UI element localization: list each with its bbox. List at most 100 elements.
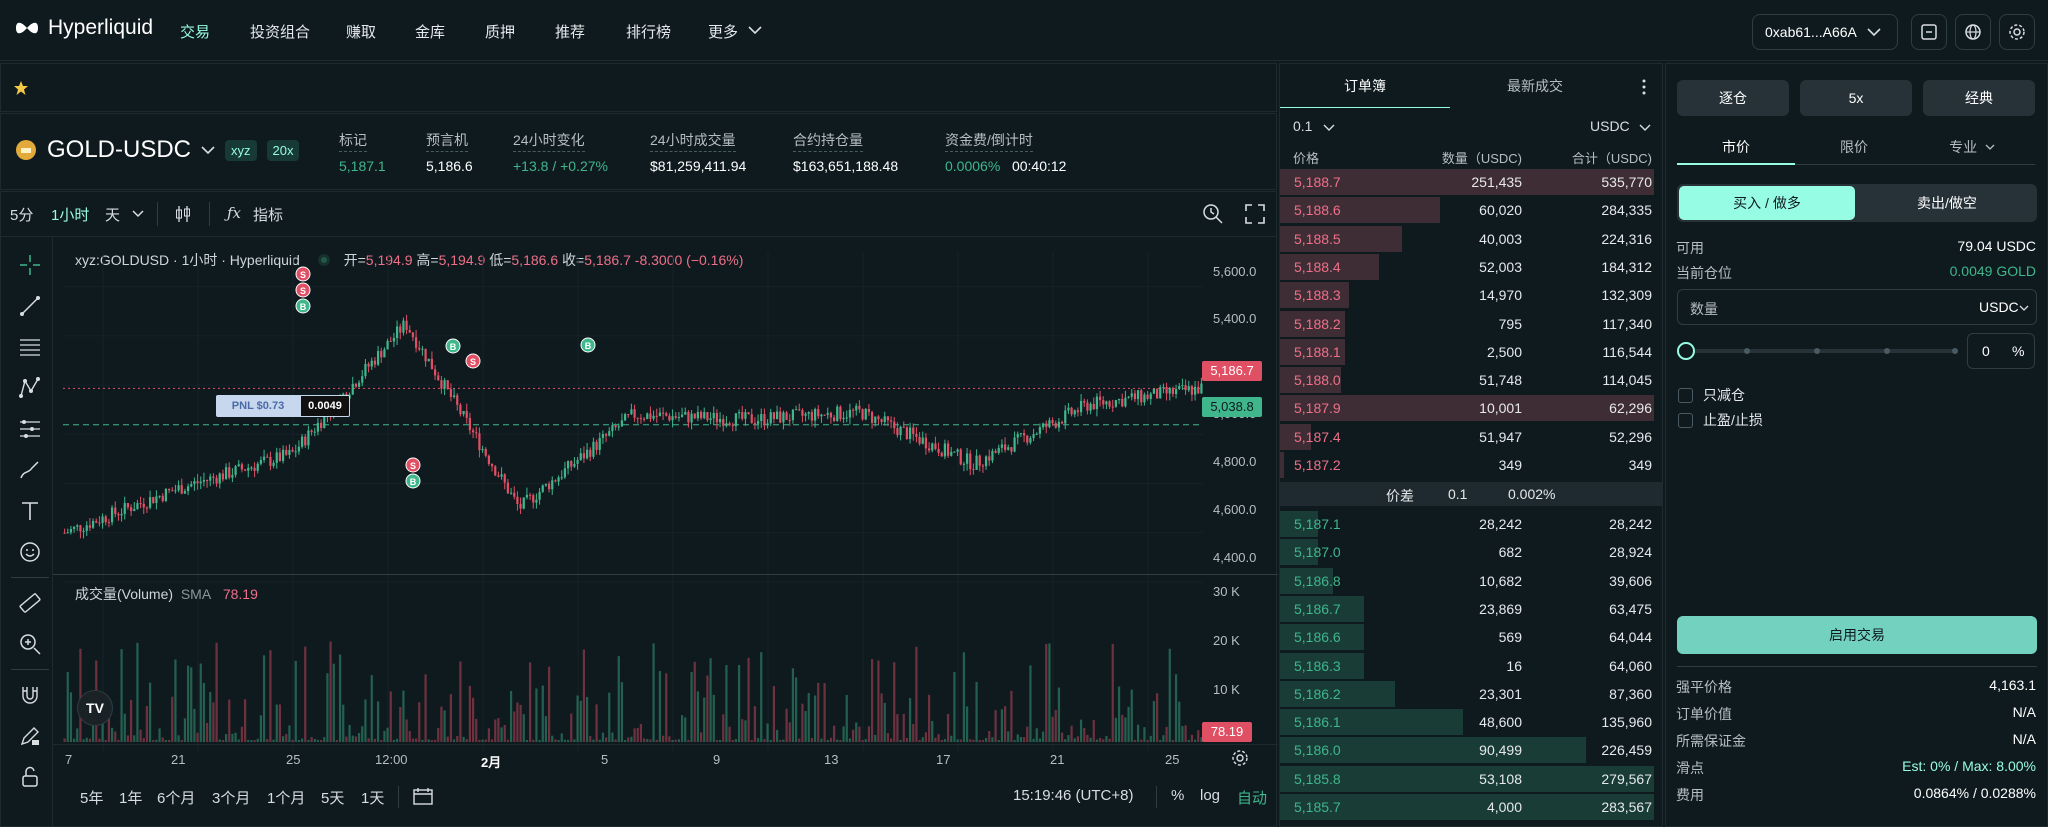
zoom-time-icon[interactable]	[1202, 203, 1224, 225]
range-1y[interactable]: 1年	[119, 790, 143, 807]
pattern-tool[interactable]	[15, 373, 45, 403]
range-6m[interactable]: 6个月	[157, 790, 196, 807]
bid-row[interactable]: 5,185.7 4,000 283,567	[1280, 793, 1662, 821]
emoji-tool[interactable]	[15, 537, 45, 567]
indicators-button[interactable]: 指标	[253, 207, 284, 224]
tab-market[interactable]: 市价	[1722, 139, 1750, 155]
bid-row[interactable]: 5,186.7 23,869 63,475	[1280, 595, 1662, 623]
nav-earn[interactable]: 赚取	[346, 24, 377, 41]
axis-settings-icon[interactable]	[1231, 749, 1249, 767]
tab-limit[interactable]: 限价	[1840, 139, 1868, 155]
percent-scale-toggle[interactable]: %	[1171, 787, 1185, 804]
range-1d[interactable]: 1天	[361, 790, 385, 807]
ask-row[interactable]: 5,188.3 14,970 132,309	[1280, 281, 1662, 309]
trendline-tool[interactable]	[15, 291, 45, 321]
bid-row[interactable]: 5,186.3 16 64,060	[1280, 652, 1662, 680]
ask-row[interactable]: 5,188.2 795 117,340	[1280, 310, 1662, 338]
ask-row[interactable]: 5,188.5 40,003 224,316	[1280, 225, 1662, 253]
tick-size-select[interactable]: 0.1	[1293, 118, 1313, 134]
projection-tool[interactable]	[15, 414, 45, 444]
nav-staking[interactable]: 质押	[485, 24, 516, 41]
range-5d[interactable]: 5天	[321, 790, 345, 807]
chevron-down-icon[interactable]	[748, 25, 762, 35]
sell-short-button[interactable]: 卖出/做空	[1917, 195, 1977, 211]
bid-row[interactable]: 5,186.1 48,600 135,960	[1280, 708, 1662, 736]
ask-row[interactable]: 5,187.9 10,001 62,296	[1280, 394, 1662, 422]
ask-row[interactable]: 5,188.1 2,500 116,544	[1280, 338, 1662, 366]
margin-mode-button[interactable]: 逐仓	[1677, 80, 1789, 116]
range-5y[interactable]: 5年	[80, 790, 104, 807]
candle-type-icon[interactable]	[173, 204, 193, 224]
lock-drawing-tool[interactable]	[15, 721, 45, 751]
ask-row[interactable]: 5,188.6 60,020 284,335	[1280, 196, 1662, 224]
ask-row[interactable]: 5,187.4 51,947 52,296	[1280, 423, 1662, 451]
bid-row[interactable]: 5,187.0 682 28,924	[1280, 538, 1662, 566]
chevron-down-icon[interactable]	[132, 210, 144, 218]
nav-trade[interactable]: 交易	[180, 24, 211, 41]
fullscreen-icon[interactable]	[1245, 204, 1265, 224]
size-slider[interactable]	[1677, 341, 1967, 361]
ask-row[interactable]: 5,188.4 52,003 184,312	[1280, 253, 1662, 281]
ask-row[interactable]: 5,188.0 51,748 114,045	[1280, 366, 1662, 394]
bid-row[interactable]: 5,186.0 90,499 226,459	[1280, 736, 1662, 764]
zoom-tool[interactable]	[15, 629, 45, 659]
quantity-input[interactable]: 数量 USDC	[1677, 289, 2037, 325]
language-button[interactable]	[1955, 14, 1991, 50]
interval-5m[interactable]: 5分	[10, 207, 34, 224]
quantity-unit-select[interactable]: USDC	[1979, 299, 2019, 315]
nav-vaults[interactable]: 金库	[415, 24, 446, 41]
bid-row[interactable]: 5,187.1 28,242 28,242	[1280, 510, 1662, 538]
tradingview-logo-icon[interactable]: TV	[77, 690, 113, 726]
chevron-down-icon[interactable]	[1639, 124, 1651, 132]
bid-row[interactable]: 5,186.2 23,301 87,360	[1280, 680, 1662, 708]
wallet-button[interactable]: 0xab61...A66A	[1752, 14, 1898, 50]
function-icon[interactable]: ƒx	[227, 204, 242, 222]
ask-row[interactable]: 5,188.7 251,435 535,770	[1280, 168, 1662, 196]
tab-orderbook[interactable]: 订单簿	[1280, 64, 1450, 108]
nav-more[interactable]: 更多	[708, 24, 739, 41]
date-range-icon[interactable]	[412, 786, 434, 808]
range-3m[interactable]: 3个月	[212, 790, 251, 807]
nav-leaderboard[interactable]: 排行榜	[626, 24, 672, 41]
brand-logo[interactable]: Hyperliquid	[14, 16, 153, 40]
chart-clock[interactable]: 15:19:46 (UTC+8)	[1013, 787, 1134, 804]
nav-portfolio[interactable]: 投资组合	[250, 24, 311, 41]
ruler-tool[interactable]	[15, 588, 45, 618]
ask-row[interactable]: 5,187.2 349 349	[1280, 451, 1662, 479]
tab-pro[interactable]: 专业	[1913, 132, 2031, 162]
buy-long-button[interactable]: 买入 / 做多	[1679, 186, 1855, 220]
slider-handle[interactable]	[1677, 342, 1695, 360]
pnl-label[interactable]: PNL $0.73	[216, 395, 300, 417]
lock-tool[interactable]	[15, 762, 45, 792]
more-vertical-icon[interactable]	[1642, 79, 1646, 95]
percent-input[interactable]: 0 %	[1967, 333, 2035, 369]
tab-recent-trades[interactable]: 最新成交	[1507, 78, 1563, 94]
nav-referrals[interactable]: 推荐	[555, 24, 586, 41]
interval-1d[interactable]: 天	[105, 207, 121, 224]
brush-tool[interactable]	[15, 455, 45, 485]
bid-row[interactable]: 5,185.8 53,108 279,567	[1280, 765, 1662, 793]
transfer-button[interactable]	[1911, 14, 1947, 50]
tp-sl-checkbox[interactable]: 止盈/止损	[1678, 410, 1763, 430]
auto-scale-toggle[interactable]: 自动	[1237, 790, 1268, 807]
chevron-down-icon[interactable]	[1323, 124, 1335, 132]
quote-select[interactable]: USDC	[1590, 118, 1630, 134]
bid-row[interactable]: 5,186.6 569 64,044	[1280, 623, 1662, 651]
interval-1h[interactable]: 1小时	[51, 207, 90, 224]
candle-body	[997, 447, 1000, 453]
star-icon[interactable]	[14, 81, 28, 95]
leverage-button[interactable]: 5x	[1800, 80, 1912, 116]
range-1m[interactable]: 1个月	[267, 790, 306, 807]
reduce-only-checkbox[interactable]: 只减仓	[1678, 385, 1745, 405]
crosshair-tool[interactable]	[15, 250, 45, 280]
account-mode-button[interactable]: 经典	[1923, 80, 2035, 116]
log-scale-toggle[interactable]: log	[1200, 787, 1221, 804]
text-tool[interactable]	[15, 496, 45, 526]
bid-row[interactable]: 5,186.8 10,682 39,606	[1280, 567, 1662, 595]
magnet-tool[interactable]	[15, 680, 45, 710]
symbol-selector[interactable]: GOLD-USDC xyz 20x	[15, 136, 300, 164]
enable-trading-button[interactable]: 启用交易	[1677, 616, 2037, 654]
fib-tool[interactable]	[15, 332, 45, 362]
settings-button[interactable]	[1999, 14, 2035, 50]
